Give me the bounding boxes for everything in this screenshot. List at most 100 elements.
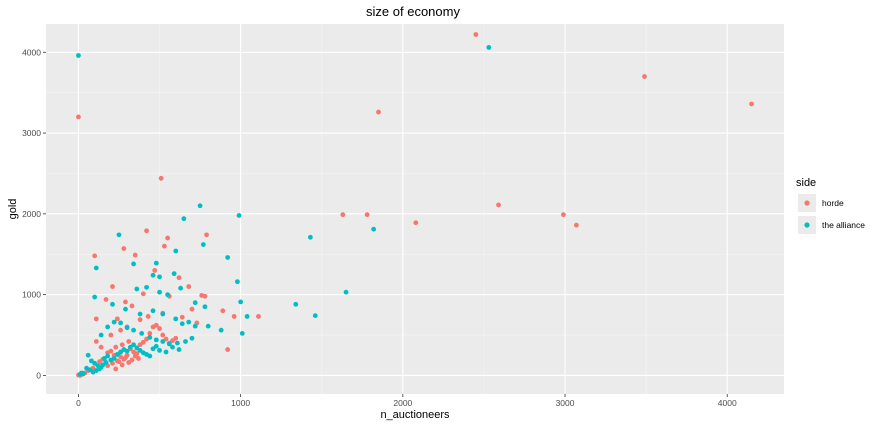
data-point — [98, 344, 104, 350]
x-tick-label: 2000 — [393, 398, 412, 408]
data-point — [176, 347, 182, 352]
data-point — [170, 344, 175, 350]
data-point — [93, 339, 99, 344]
series-horde — [76, 32, 754, 378]
data-point — [76, 114, 81, 120]
data-point — [129, 303, 135, 309]
data-point — [147, 353, 153, 359]
data-point — [97, 366, 102, 372]
data-point — [157, 289, 162, 295]
data-point — [113, 366, 119, 372]
data-point — [105, 353, 111, 359]
data-point — [131, 261, 136, 267]
data-point — [131, 327, 136, 333]
data-point — [186, 319, 192, 325]
data-point — [76, 53, 81, 58]
data-point — [202, 293, 208, 299]
data-point — [205, 323, 211, 329]
data-point — [225, 255, 231, 260]
x-tick-label: 1000 — [231, 398, 250, 408]
data-point — [162, 243, 167, 249]
data-point — [153, 260, 159, 266]
data-point — [573, 222, 579, 228]
data-point — [123, 306, 128, 312]
data-point — [256, 314, 261, 319]
data-point — [166, 341, 172, 347]
data-point — [236, 213, 242, 218]
data-point — [144, 228, 149, 234]
data-point — [116, 359, 122, 365]
data-point — [220, 308, 226, 314]
data-point — [153, 337, 159, 343]
data-point — [200, 242, 206, 247]
data-point — [160, 339, 166, 344]
plot-panel — [46, 24, 784, 394]
data-point — [163, 349, 169, 355]
data-point — [413, 220, 419, 226]
series-the-alliance — [76, 45, 492, 377]
data-point — [105, 324, 111, 330]
y-axis-ticks: 0 1000 2000 3000 4000 — [22, 47, 46, 380]
data-point — [642, 74, 647, 79]
data-point — [108, 332, 114, 338]
data-point — [496, 202, 501, 208]
data-point — [176, 275, 182, 281]
data-point — [376, 109, 381, 115]
data-point — [126, 339, 132, 344]
data-points — [76, 32, 754, 378]
legend-label: the alliance — [822, 220, 865, 230]
x-tick-label: 4000 — [718, 398, 737, 408]
data-point — [179, 314, 185, 320]
data-point — [136, 356, 141, 361]
data-point — [113, 344, 119, 350]
x-tick-label: 3000 — [556, 398, 575, 408]
data-point — [234, 279, 240, 285]
data-point — [204, 232, 209, 238]
data-point — [108, 348, 114, 354]
data-point — [238, 299, 244, 305]
data-point — [561, 212, 566, 218]
legend: side horde the alliance — [796, 177, 865, 234]
data-point — [103, 297, 109, 302]
data-point — [165, 292, 171, 298]
data-point — [186, 284, 192, 289]
data-point — [173, 316, 179, 322]
data-point — [139, 331, 145, 336]
data-point — [147, 331, 153, 336]
data-point — [124, 348, 130, 354]
data-point — [144, 284, 149, 290]
data-point — [132, 252, 138, 258]
legend-entry: the alliance — [798, 216, 865, 234]
chart-title: size of economy — [366, 4, 460, 19]
data-point — [160, 332, 166, 338]
legend-key-dot — [804, 200, 810, 206]
legend-label: horde — [822, 198, 844, 208]
legend-entries: horde the alliance — [798, 194, 865, 234]
data-point — [77, 371, 83, 377]
data-point — [85, 352, 91, 358]
data-point — [192, 323, 198, 329]
data-point — [473, 32, 479, 37]
minor-gridlines — [46, 24, 784, 394]
data-point — [92, 253, 98, 259]
data-point — [225, 347, 231, 352]
data-point — [137, 311, 143, 317]
data-point — [140, 291, 146, 297]
data-point — [124, 325, 130, 331]
data-point — [123, 299, 128, 305]
y-tick-label: 2000 — [22, 209, 41, 219]
data-point — [145, 314, 151, 319]
y-tick-label: 0 — [36, 370, 41, 380]
data-point — [118, 320, 124, 326]
data-point — [171, 271, 177, 277]
data-point — [231, 314, 237, 319]
data-point — [173, 335, 179, 341]
data-point — [165, 235, 171, 241]
data-point — [244, 314, 250, 319]
data-point — [173, 248, 179, 254]
x-tick-label: 0 — [76, 398, 81, 408]
legend-key-dot — [804, 222, 810, 228]
data-point — [218, 327, 224, 333]
